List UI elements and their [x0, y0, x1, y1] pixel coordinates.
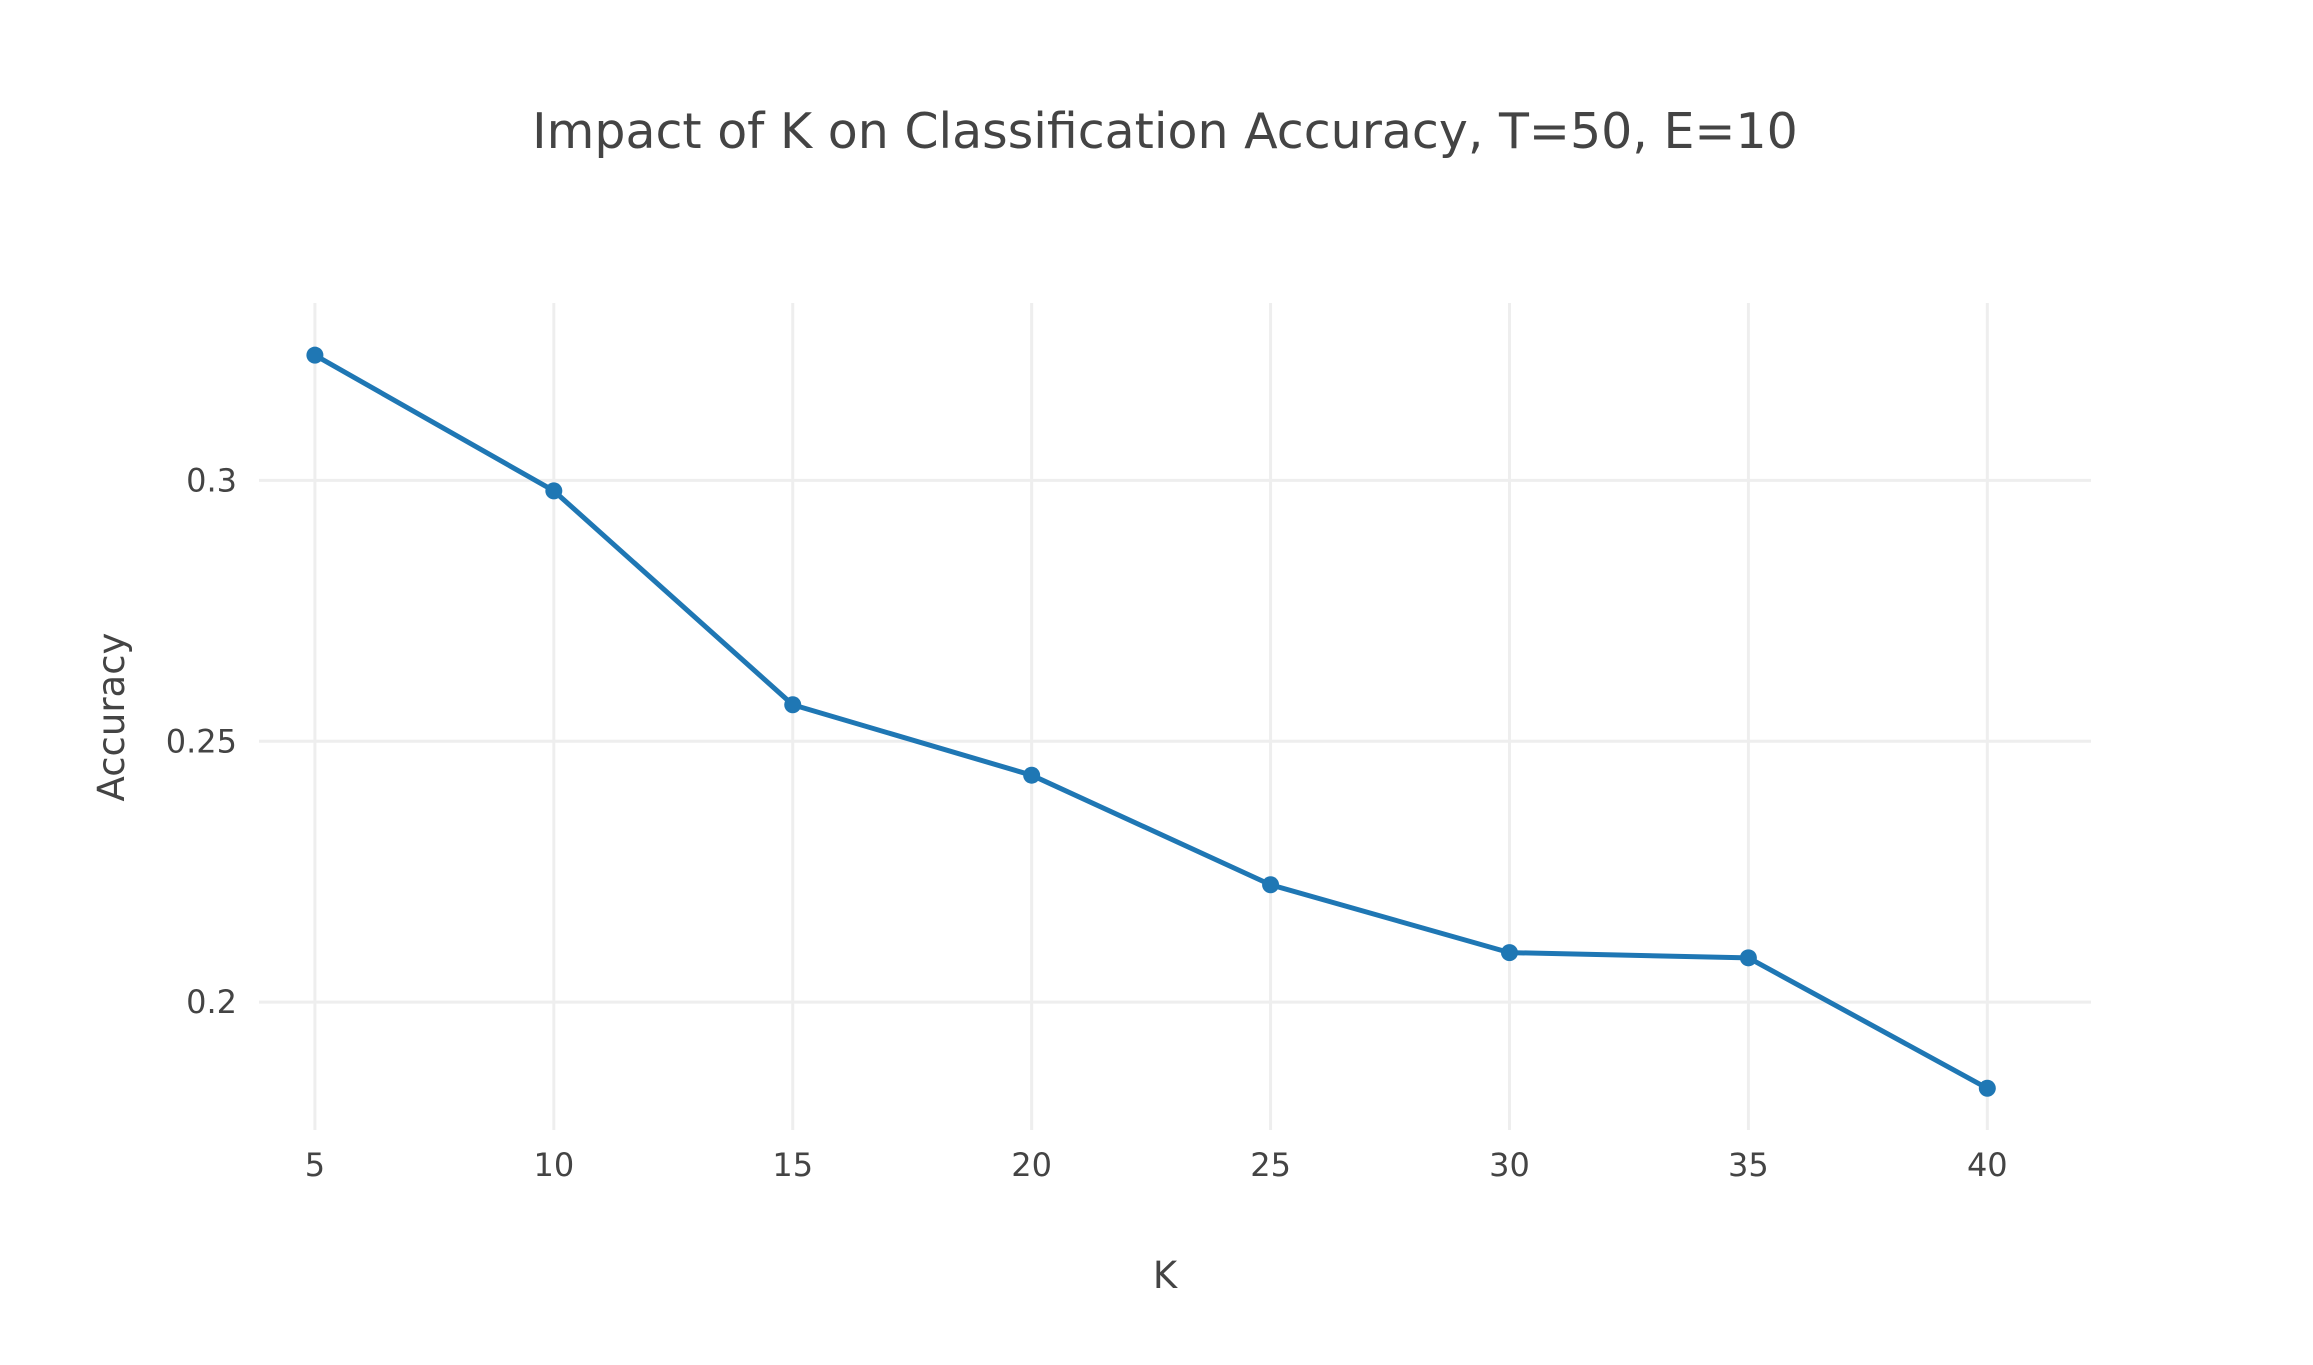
data-point	[1500, 944, 1518, 962]
data-point	[1739, 949, 1757, 967]
y-axis-title: Accuracy	[90, 633, 133, 802]
data-point	[1262, 876, 1280, 894]
data-point	[784, 696, 802, 714]
grid-lines	[259, 303, 2091, 1130]
x-tick-label: 30	[1489, 1146, 1530, 1184]
x-tick-label: 10	[533, 1146, 574, 1184]
x-tick-label: 25	[1250, 1146, 1291, 1184]
x-tick-label: 5	[305, 1146, 325, 1184]
data-point	[306, 346, 324, 364]
chart-title: Impact of K on Classification Accuracy, …	[532, 103, 1798, 160]
data-point	[1023, 766, 1041, 784]
series-line	[313, 353, 1989, 1091]
tick-labels: 5 10 15 20 25 30 35 40 0.2 0.25 0.3	[166, 461, 2008, 1184]
series-layer	[306, 346, 1996, 1097]
y-tick-label: 0.2	[186, 983, 237, 1021]
x-tick-label: 20	[1011, 1146, 1052, 1184]
x-axis-title: K	[1153, 1254, 1179, 1297]
y-tick-label: 0.25	[166, 722, 237, 760]
data-point	[545, 482, 563, 500]
x-tick-label: 15	[772, 1146, 813, 1184]
x-tick-label: 40	[1967, 1146, 2008, 1184]
y-tick-label: 0.3	[186, 461, 237, 499]
x-tick-label: 35	[1728, 1146, 1769, 1184]
data-point	[1978, 1079, 1996, 1097]
